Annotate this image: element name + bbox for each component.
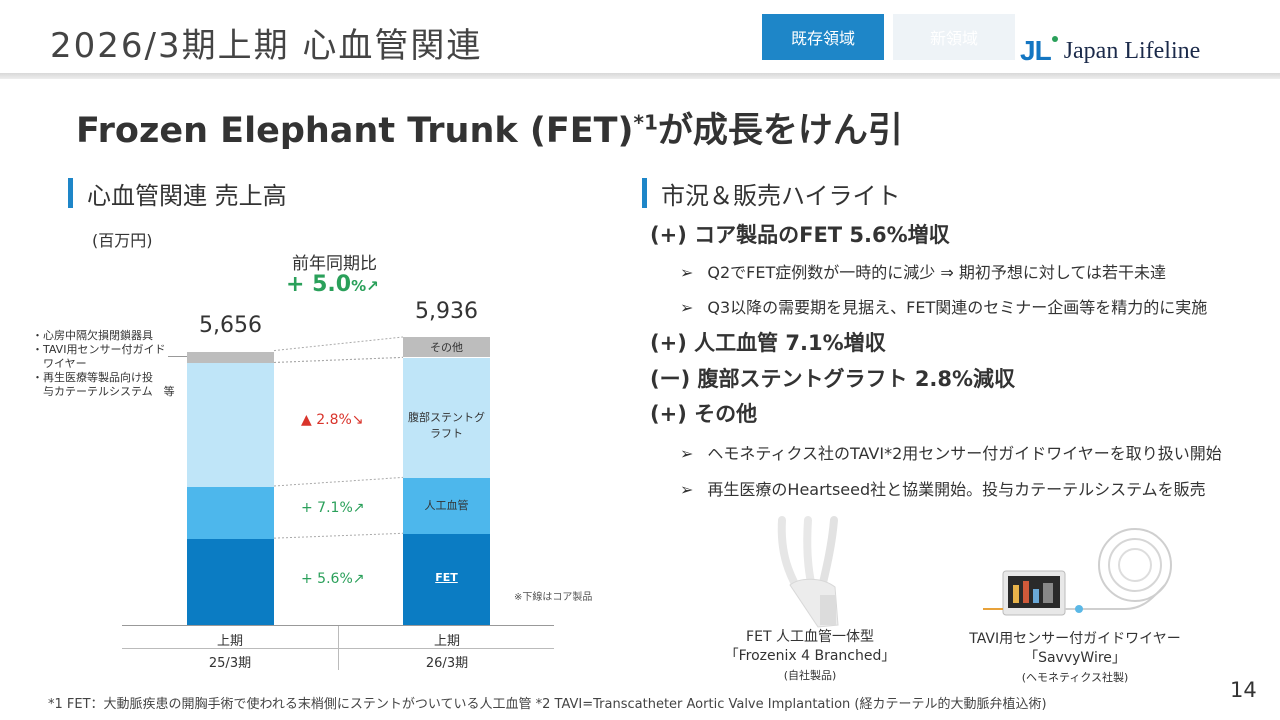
segment-label: 人工血管: [424, 499, 469, 513]
connector-line: [273, 356, 404, 363]
unit-label: (百万円): [92, 231, 153, 250]
chart-axis: 上期 25/3期 上期 26/3期: [122, 625, 554, 671]
headline-text: Frozen Elephant Trunk (FET): [76, 111, 634, 151]
other-item: 与カテーテルシステム 等: [32, 385, 175, 398]
right-section-title: 市況＆販売ハイライト: [661, 181, 901, 210]
other-items-list: ・心房中隔欠損閉鎖器具 ・TAVI用センサー付ガイド ワイヤー ・再生医療等製品…: [32, 329, 192, 399]
bar-segment-2-1: [403, 533, 490, 626]
product-name: 「SavvyWire」: [1024, 650, 1126, 666]
highlight-other: (+) その他: [650, 402, 758, 426]
change-label: + 7.1%↗: [301, 499, 365, 516]
frozenix-caption: FET 人工血管一体型 「Frozenix 4 Branched」 (自社製品): [700, 628, 920, 685]
left-section-title: 心血管関連 売上高: [87, 181, 287, 210]
headline-footnote-mark: *1: [633, 110, 658, 135]
segment-label: その他: [430, 341, 463, 355]
bullet-arrow-icon: ➢: [680, 444, 694, 463]
yoy-label: 前年同期比: [292, 254, 377, 274]
highlight-sub: ➢ 再生医療のHeartseed社と協業開始。投与カテーテルシステムを販売: [680, 476, 1206, 500]
savvywire-product-image: [983, 528, 1172, 616]
bar-segment-1-1: [187, 538, 274, 626]
logo-mark: JL: [1020, 35, 1052, 66]
bullet-arrow-icon: ➢: [680, 263, 694, 282]
axis-category-1: 上期 25/3期: [122, 626, 338, 671]
right-section-heading: 市況＆販売ハイライト: [642, 178, 901, 210]
segment-label: 腹部ステントグラフト: [408, 411, 485, 441]
change-label: ▲ 2.8%↘: [301, 411, 364, 428]
footnote: *1 FET：大動脈疾患の開胸手術で使われる末梢側にステントがついている人工血管…: [48, 697, 1047, 712]
connector-line: [273, 476, 404, 487]
tab-new-area[interactable]: 新領域: [893, 14, 1015, 60]
connector-line: [273, 532, 404, 539]
axis-tick-label: 上期: [433, 634, 460, 649]
highlight-sub-text: ヘモネティクス社のTAVI*2用センサー付ガイドワイヤーを取り扱い開始: [707, 444, 1222, 463]
other-item: ・TAVI用センサー付ガイド: [32, 343, 166, 356]
section-marker: [68, 178, 73, 208]
section-marker: [642, 178, 647, 208]
tab-existing-area[interactable]: 既存領域: [762, 14, 884, 60]
page-title: 2026/3期上期 心血管関連: [50, 26, 483, 66]
product-name: 「Frozenix 4 Branched」: [724, 648, 896, 664]
page-number: 14: [1230, 678, 1257, 702]
highlight-sub-text: Q3以降の需要期を見据え、FET関連のセミナー企画等を精力的に実施: [707, 298, 1208, 317]
bar-total-label: 5,936: [415, 299, 478, 324]
highlight-sub: ➢ Q2でFET症例数が一時的に減少 ⇒ 期初予想に対しては若干未達: [680, 259, 1166, 283]
axis-tick-label: 25/3期: [208, 656, 252, 671]
highlight-sub: ➢ Q3以降の需要期を見据え、FET関連のセミナー企画等を精力的に実施: [680, 294, 1207, 318]
product-origin: (ヘモネティクス社製): [1021, 671, 1129, 684]
connector-line: [273, 336, 404, 352]
axis-tick-label: 上期: [216, 634, 243, 649]
company-logo: JL Japan Lifeline: [1020, 35, 1201, 66]
bar-segment-1-2: [187, 485, 274, 540]
highlight-fet: (+) コア製品のFET 5.6%増収: [650, 223, 950, 247]
highlight-graft: (+) 人工血管 7.1%増収: [650, 331, 886, 355]
other-item: ・心房中隔欠損閉鎖器具: [32, 329, 153, 342]
change-label: + 5.6%↗: [301, 571, 365, 588]
left-section-heading: 心血管関連 売上高: [68, 178, 287, 210]
product-line: FET 人工血管一体型: [746, 629, 874, 645]
bar-segment-2-2: [403, 477, 490, 535]
frozenix-product-image: [777, 516, 839, 628]
highlight-stentgraft: (ー) 腹部ステントグラフト 2.8%減収: [650, 367, 1016, 391]
bar-segment-2-3: [403, 357, 490, 479]
product-origin: (自社製品): [783, 669, 837, 682]
other-item: ワイヤー: [32, 357, 87, 370]
yoy-suffix: %↗: [351, 277, 379, 295]
logo-text: Japan Lifeline: [1063, 37, 1201, 64]
header-divider: [0, 73, 1280, 79]
bar-segment-1-4: [187, 350, 274, 364]
bar-segment-2-4: [403, 337, 490, 358]
segment-label: FET: [435, 571, 458, 585]
savvywire-caption: TAVI用センサー付ガイドワイヤー 「SavvyWire」 (ヘモネティクス社製…: [955, 630, 1195, 687]
bullet-arrow-icon: ➢: [680, 298, 694, 317]
bullet-arrow-icon: ➢: [680, 480, 694, 499]
axis-tick-label: 26/3期: [425, 656, 469, 671]
other-item: ・再生医療等製品向け投: [32, 371, 153, 384]
highlight-sub-text: Q2でFET症例数が一時的に減少 ⇒ 期初予想に対しては若干未達: [707, 263, 1167, 282]
bar-segment-1-3: [187, 362, 274, 487]
logo-dot-icon: [1051, 36, 1058, 42]
core-product-note: ※下線はコア製品: [514, 592, 593, 603]
yoy-number: + 5.0: [286, 272, 352, 297]
product-line: TAVI用センサー付ガイドワイヤー: [969, 631, 1181, 647]
axis-divider: [122, 648, 554, 649]
headline: Frozen Elephant Trunk (FET)*1が成長をけん引: [76, 102, 903, 153]
bar-total-label: 5,656: [199, 312, 262, 338]
highlight-sub-text: 再生医療のHeartseed社と協業開始。投与カテーテルシステムを販売: [707, 480, 1206, 499]
yoy-value: + 5.0%↗: [286, 272, 379, 297]
highlight-sub: ➢ ヘモネティクス社のTAVI*2用センサー付ガイドワイヤーを取り扱い開始: [680, 440, 1222, 464]
headline-text-2: が成長をけん引: [657, 111, 903, 151]
